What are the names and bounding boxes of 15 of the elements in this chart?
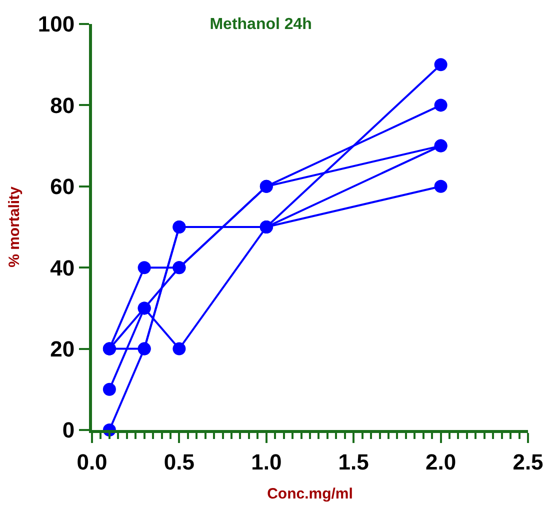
y-tick-label: 0 bbox=[62, 418, 75, 443]
x-axis-title: Conc.mg/ml bbox=[267, 485, 353, 502]
y-tick-label: 20 bbox=[50, 336, 75, 362]
x-tick-label: 2.0 bbox=[426, 449, 456, 474]
x-tick-label: 0.5 bbox=[164, 449, 194, 474]
x-tick-label: 2.5 bbox=[512, 449, 544, 474]
y-tick-label: 40 bbox=[50, 255, 75, 280]
y-tick-label: 100 bbox=[38, 12, 75, 37]
y-axis-title: % mortality bbox=[6, 186, 24, 268]
x-tick-label: 0.0 bbox=[76, 449, 108, 474]
y-tick-label: 80 bbox=[50, 92, 75, 118]
chart-title: Methanol 24h bbox=[210, 16, 312, 34]
x-tick-label: 1.5 bbox=[338, 449, 369, 474]
y-tick-label: 60 bbox=[50, 174, 75, 200]
x-tick-label: 1.0 bbox=[251, 449, 282, 474]
